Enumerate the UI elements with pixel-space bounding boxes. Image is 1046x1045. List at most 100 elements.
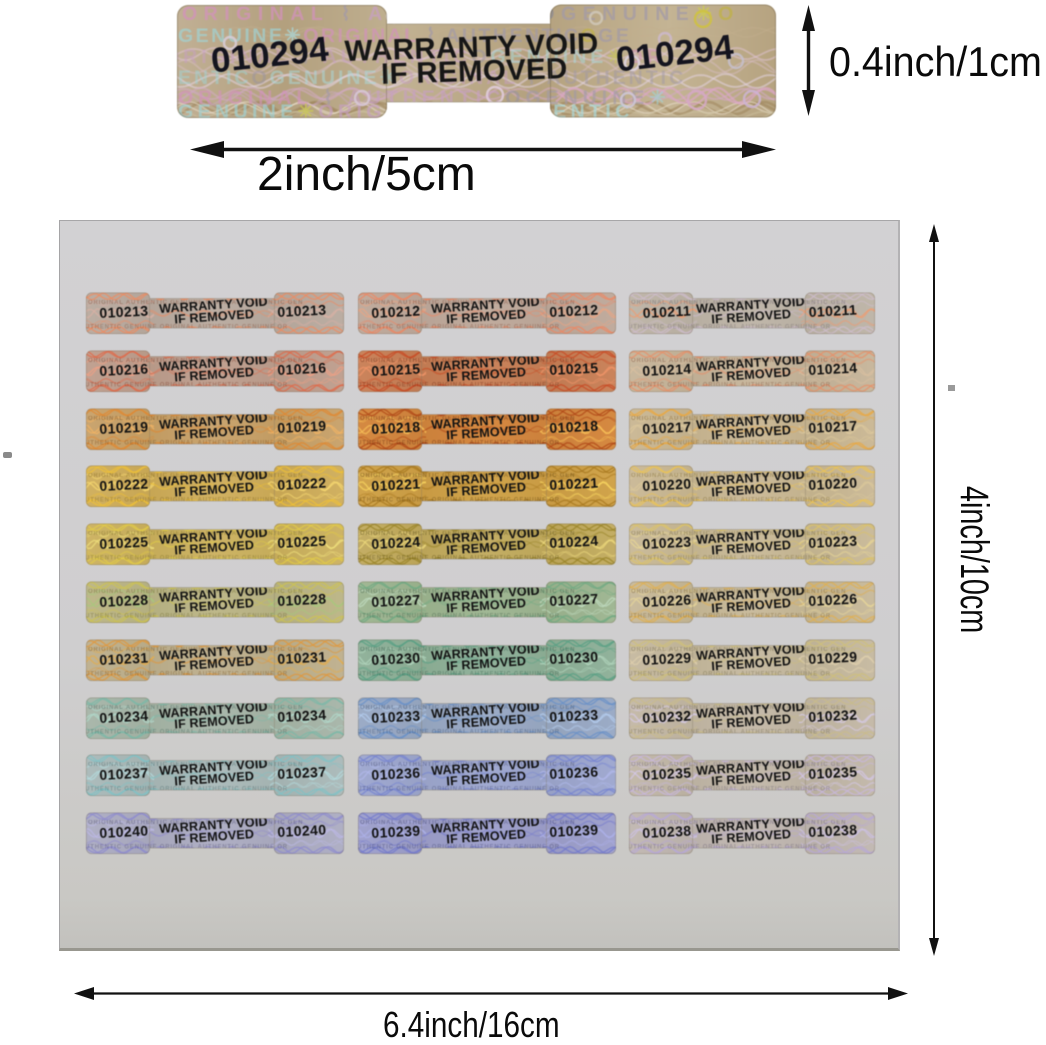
svg-text:010222: 010222 — [99, 475, 149, 494]
svg-text:010237: 010237 — [99, 764, 149, 783]
svg-text:IF REMOVED: IF REMOVED — [711, 827, 792, 847]
svg-text:ORIGINAL AUTHENTIC GENUINE ORI: ORIGINAL AUTHENTIC GENUINE ORIGINAL AUTH… — [631, 647, 846, 653]
svg-text:010215: 010215 — [549, 359, 599, 378]
svg-text:010223: 010223 — [808, 532, 858, 551]
svg-text:010219: 010219 — [99, 418, 149, 437]
svg-text:010224: 010224 — [371, 533, 421, 552]
svg-text:AUTHENTIC GENUINE ORIGINAL AUT: AUTHENTIC GENUINE ORIGINAL AUTHENTIC GEN… — [86, 845, 288, 851]
svg-text:010223: 010223 — [642, 533, 692, 552]
svg-text:AUTHENTIC GENUINE ORIGINAL AUT: AUTHENTIC GENUINE ORIGINAL AUTHENTIC GEN… — [629, 556, 831, 562]
svg-text:AUTHENTIC GENUINE ORIGINAL AUT: AUTHENTIC GENUINE ORIGINAL AUTHENTIC GEN… — [86, 672, 288, 678]
svg-text:AUTHENTIC GENUINE ORIGINAL AUT: AUTHENTIC GENUINE ORIGINAL AUTHENTIC GEN… — [629, 672, 831, 678]
svg-text:010235: 010235 — [642, 764, 692, 783]
svg-text:010225: 010225 — [277, 532, 327, 551]
svg-text:010239: 010239 — [549, 821, 599, 840]
svg-text:AUTHENTIC GENUINE ORIGINAL AUT: AUTHENTIC GENUINE ORIGINAL AUTHENTIC GEN… — [358, 441, 560, 447]
svg-text:010239: 010239 — [371, 822, 421, 841]
svg-text:010230: 010230 — [549, 648, 599, 667]
svg-text:ORIGINAL AUTHENTIC GENUINE ORI: ORIGINAL AUTHENTIC GENUINE ORIGINAL AUTH… — [88, 647, 303, 653]
svg-text:010216: 010216 — [99, 360, 149, 379]
svg-text:010218: 010218 — [371, 418, 421, 437]
svg-text:IF REMOVED: IF REMOVED — [711, 423, 792, 443]
svg-text:010225: 010225 — [99, 533, 149, 552]
svg-text:IF REMOVED: IF REMOVED — [711, 769, 792, 789]
svg-text:ORIGINAL AUTHENTIC GENUINE ORI: ORIGINAL AUTHENTIC GENUINE ORIGINAL AUTH… — [631, 358, 846, 364]
svg-text:010231: 010231 — [99, 649, 149, 668]
svg-text:AUTHENTIC GENUINE ORIGINAL AUT: AUTHENTIC GENUINE ORIGINAL AUTHENTIC GEN… — [629, 730, 831, 736]
svg-text:IF REMOVED: IF REMOVED — [446, 596, 527, 616]
svg-text:IF REMOVED: IF REMOVED — [446, 423, 527, 443]
svg-text:010211: 010211 — [642, 302, 691, 321]
svg-text:IF REMOVED: IF REMOVED — [711, 365, 792, 385]
svg-text:ORIGINAL ⌇ AUTHENTICOGENUINE✳O: ORIGINAL ⌇ AUTHENTICOGENUINE✳OR — [176, 46, 665, 68]
svg-text:IF REMOVED: IF REMOVED — [174, 827, 255, 847]
svg-text:010228: 010228 — [99, 591, 149, 610]
svg-text:ORIGINAL ⌇ AUTHENTICOGENUINE✳: ORIGINAL ⌇ AUTHENTICOGENUINE✳ — [178, 87, 671, 109]
svg-text:IF REMOVED: IF REMOVED — [446, 538, 527, 558]
svg-text:ORIGINAL AUTHENTIC GENUINE ORI: ORIGINAL AUTHENTIC GENUINE ORIGINAL AUTH… — [631, 531, 846, 537]
svg-text:010238: 010238 — [642, 822, 692, 841]
svg-text:010228: 010228 — [277, 590, 327, 609]
svg-text:ORIGINAL AUTHENTIC GENUINE ORI: ORIGINAL AUTHENTIC GENUINE ORIGINAL AUTH… — [631, 705, 846, 711]
svg-text:010212: 010212 — [371, 302, 421, 321]
svg-text:ORIGINAL AUTHENTIC GENUINE ORI: ORIGINAL AUTHENTIC GENUINE ORIGINAL AUTH… — [88, 762, 303, 768]
svg-text:010216: 010216 — [277, 359, 327, 378]
svg-text:ORIGINAL AUTHENTIC GENUINE ORI: ORIGINAL AUTHENTIC GENUINE ORIGINAL AUTH… — [631, 300, 846, 306]
svg-text:AUTHENTIC GENUINE ORIGINAL AUT: AUTHENTIC GENUINE ORIGINAL AUTHENTIC GEN… — [358, 383, 560, 389]
svg-text:IF REMOVED: IF REMOVED — [446, 712, 527, 732]
svg-text:IF REMOVED: IF REMOVED — [711, 538, 792, 558]
svg-text:AUTHENTIC GENUINE ORIGINAL AUT: AUTHENTIC GENUINE ORIGINAL AUTHENTIC GEN… — [358, 556, 560, 562]
svg-text:WARRANTY VOID: WARRANTY VOID — [344, 27, 599, 68]
svg-text:IF REMOVED: IF REMOVED — [711, 654, 792, 674]
svg-text:010232: 010232 — [808, 706, 858, 725]
svg-text:ORIGINAL AUTHENTIC GENUINE ORI: ORIGINAL AUTHENTIC GENUINE ORIGINAL AUTH… — [360, 473, 575, 479]
svg-text:IF REMOVED: IF REMOVED — [381, 52, 569, 91]
svg-text:010235: 010235 — [808, 763, 858, 782]
svg-text:010220: 010220 — [642, 475, 692, 494]
svg-text:010226: 010226 — [808, 590, 858, 609]
svg-text:IF REMOVED: IF REMOVED — [446, 769, 527, 789]
svg-text:IF REMOVED: IF REMOVED — [174, 307, 255, 327]
svg-text:AUTHENTIC GENUINE ORIGINAL AUT: AUTHENTIC GENUINE ORIGINAL AUTHENTIC GEN… — [629, 383, 831, 389]
svg-text:AUTHENTIC GENUINE ORIGINAL AUT: AUTHENTIC GENUINE ORIGINAL AUTHENTIC GEN… — [86, 614, 288, 620]
svg-text:ORIGINAL AUTHENTIC GENUINE ORI: ORIGINAL AUTHENTIC GENUINE ORIGINAL AUTH… — [88, 473, 303, 479]
svg-text:010213: 010213 — [99, 302, 149, 321]
svg-text:010218: 010218 — [549, 417, 599, 436]
svg-text:ORIGINAL AUTHENTIC GENUINE ORI: ORIGINAL AUTHENTIC GENUINE ORIGINAL AUTH… — [88, 416, 303, 422]
svg-text:ORIGINAL AUTHENTIC GENUINE ORI: ORIGINAL AUTHENTIC GENUINE ORIGINAL AUTH… — [88, 705, 303, 711]
svg-text:IF REMOVED: IF REMOVED — [174, 596, 255, 616]
svg-text:010234: 010234 — [277, 706, 327, 725]
svg-text:ORIGINAL AUTHENTIC GENUINE ORI: ORIGINAL AUTHENTIC GENUINE ORIGINAL AUTH… — [360, 589, 575, 595]
svg-text:010231: 010231 — [277, 648, 327, 667]
svg-text:ORIGINAL AUTHENTIC GENUINE ORI: ORIGINAL AUTHENTIC GENUINE ORIGINAL AUTH… — [360, 820, 575, 826]
svg-text:AUTHENTIC GENUINE ORIGINAL AUT: AUTHENTIC GENUINE ORIGINAL AUTHENTIC GEN… — [629, 441, 831, 447]
svg-text:IF REMOVED: IF REMOVED — [174, 769, 255, 789]
svg-text:010236: 010236 — [371, 764, 421, 783]
svg-text:010234: 010234 — [99, 707, 149, 726]
svg-text:010214: 010214 — [642, 360, 692, 379]
svg-text:ORIGINAL AUTHENTIC GENUINE ORI: ORIGINAL AUTHENTIC GENUINE ORIGINAL AUTH… — [88, 589, 303, 595]
svg-text:AUTHENTIC GENUINE ORIGINAL AUT: AUTHENTIC GENUINE ORIGINAL AUTHENTIC GEN… — [629, 498, 831, 504]
svg-text:010237: 010237 — [277, 763, 327, 782]
svg-text:IF REMOVED: IF REMOVED — [711, 307, 792, 327]
svg-text:AUTHENTIC GENUINE ORIGINAL AUT: AUTHENTIC GENUINE ORIGINAL AUTHENTIC GEN… — [629, 845, 831, 851]
svg-text:AUTHENTIC GENUINE ORIGINAL AUT: AUTHENTIC GENUINE ORIGINAL AUTHENTIC GEN… — [358, 672, 560, 678]
svg-text:AUTHENTIC GENUINE ORIGINAL AUT: AUTHENTIC GENUINE ORIGINAL AUTHENTIC GEN… — [86, 498, 288, 504]
svg-text:010232: 010232 — [642, 707, 692, 726]
svg-text:ORIGINAL AUTHENTIC GENUINE ORI: ORIGINAL AUTHENTIC GENUINE ORIGINAL AUTH… — [360, 300, 575, 306]
svg-text:010226: 010226 — [642, 591, 692, 610]
svg-text:ORIGINAL AUTHENTIC GENUINE ORI: ORIGINAL AUTHENTIC GENUINE ORIGINAL AUTH… — [360, 416, 575, 422]
svg-text:ORIGINAL AUTHENTIC GENUINE ORI: ORIGINAL AUTHENTIC GENUINE ORIGINAL AUTH… — [360, 358, 575, 364]
svg-text:IF REMOVED: IF REMOVED — [174, 365, 255, 385]
svg-text:ORIGINAL AUTHENTIC GENUINE ORI: ORIGINAL AUTHENTIC GENUINE ORIGINAL AUTH… — [631, 820, 846, 826]
svg-text:AUTHENTIC GENUINE ORIGINAL AUT: AUTHENTIC GENUINE ORIGINAL AUTHENTIC GEN… — [86, 441, 288, 447]
svg-text:010217: 010217 — [642, 418, 692, 437]
svg-text:AUTHENTIC GENUINE ORIGINAL AUT: AUTHENTIC GENUINE ORIGINAL AUTHENTIC GEN… — [86, 325, 288, 331]
svg-text:ORIGINAL AUTHENTIC GENUINE ORI: ORIGINAL AUTHENTIC GENUINE ORIGINAL AUTH… — [88, 531, 303, 537]
svg-text:IF REMOVED: IF REMOVED — [446, 827, 527, 847]
svg-text:AUTHENTIC GENUINE ORIGINAL AUT: AUTHENTIC GENUINE ORIGINAL AUTHENTIC GEN… — [629, 325, 831, 331]
svg-text:ORIGINAL AUTHENTIC GENUINE ORI: ORIGINAL AUTHENTIC GENUINE ORIGINAL AUTH… — [88, 820, 303, 826]
svg-text:AUTHENTIC GENUINE ORIGINAL AUT: AUTHENTIC GENUINE ORIGINAL AUTHENTIC GEN… — [629, 614, 831, 620]
svg-text:010229: 010229 — [642, 649, 692, 668]
svg-text:010240: 010240 — [99, 822, 149, 841]
